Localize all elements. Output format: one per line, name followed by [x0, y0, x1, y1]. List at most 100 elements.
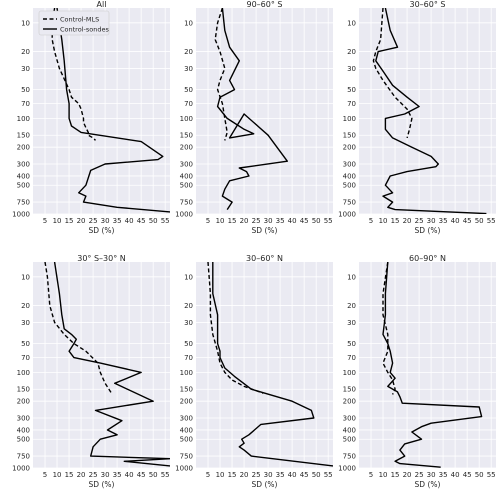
x-tick-label: 5 [206, 217, 210, 225]
y-tick-label: 200 [180, 398, 193, 406]
y-tick-label: 200 [180, 144, 193, 152]
x-tick-label: 40 [451, 217, 460, 225]
x-tick-label: 10 [53, 217, 62, 225]
y-tick-label: 50 [21, 340, 30, 348]
x-tick-label: 50 [312, 471, 321, 479]
y-tick-label: 70 [347, 354, 356, 362]
x-tick-label: 35 [113, 471, 122, 479]
series-line-mls [214, 8, 228, 141]
x-tick-label: 45 [300, 471, 309, 479]
chart-title: 30–60° S [410, 0, 446, 9]
y-tick-label: 750 [180, 199, 193, 207]
y-tick-label: 10 [347, 19, 356, 27]
series-line-mls [372, 8, 413, 139]
y-tick-label: 10 [184, 273, 193, 281]
y-tick-label: 30 [184, 65, 193, 73]
y-tick-label: 70 [21, 354, 30, 362]
x-tick-label: 35 [439, 217, 448, 225]
y-tick-label: 50 [347, 86, 356, 94]
y-tick-label: 400 [180, 172, 193, 180]
chart-title: 30° S–30° N [77, 254, 126, 263]
x-tick-label: 55 [161, 471, 170, 479]
x-tick-label: 30 [264, 217, 273, 225]
series-line-mls [382, 262, 396, 395]
plot-area [196, 262, 333, 468]
x-axis-label: SD (%) [415, 226, 441, 235]
y-tick-label: 500 [180, 182, 193, 190]
chart-title: 90–60° S [247, 0, 283, 9]
x-tick-label: 55 [487, 217, 496, 225]
y-tick-label: 500 [180, 436, 193, 444]
y-tick-label: 70 [347, 100, 356, 108]
y-tick-label: 30 [347, 65, 356, 73]
x-tick-label: 55 [324, 217, 333, 225]
series-line-sondes [212, 262, 333, 467]
y-tick-label: 50 [21, 86, 30, 94]
y-tick-label: 70 [184, 100, 193, 108]
x-tick-label: 30 [427, 471, 436, 479]
x-tick-label: 25 [89, 217, 98, 225]
y-tick-label: 100 [343, 369, 356, 377]
y-tick-label: 10 [184, 19, 193, 27]
chart-title: 60–90° N [409, 254, 446, 263]
x-tick-label: 30 [264, 471, 273, 479]
y-tick-label: 70 [184, 354, 193, 362]
series-line-sondes [382, 262, 483, 468]
y-tick-label: 70 [21, 100, 30, 108]
y-tick-label: 750 [180, 453, 193, 461]
x-tick-label: 25 [415, 217, 424, 225]
y-tick-label: 1000 [175, 211, 193, 219]
y-tick-label: 20 [347, 48, 356, 56]
series-line-mls [207, 262, 264, 394]
y-tick-label: 400 [343, 172, 356, 180]
x-tick-label: 10 [216, 217, 225, 225]
y-tick-label: 750 [343, 199, 356, 207]
y-tick-label: 1000 [12, 465, 30, 473]
x-tick-label: 15 [391, 217, 400, 225]
y-tick-label: 750 [17, 199, 30, 207]
y-tick-label: 400 [17, 172, 30, 180]
x-tick-label: 45 [300, 217, 309, 225]
x-tick-label: 25 [415, 471, 424, 479]
plot-area [33, 8, 170, 214]
x-tick-label: 50 [149, 217, 158, 225]
y-tick-label: 1000 [338, 211, 356, 219]
y-tick-label: 50 [347, 340, 356, 348]
chart-title: 30–60° N [246, 254, 283, 263]
y-tick-label: 1000 [175, 465, 193, 473]
y-tick-label: 100 [17, 369, 30, 377]
y-tick-label: 400 [343, 426, 356, 434]
y-tick-label: 150 [17, 386, 30, 394]
x-tick-label: 50 [149, 471, 158, 479]
series-line-mls [51, 8, 97, 141]
y-tick-label: 100 [180, 369, 193, 377]
x-tick-label: 25 [252, 217, 261, 225]
y-tick-label: 100 [17, 115, 30, 123]
x-tick-label: 40 [288, 471, 297, 479]
x-tick-label: 55 [161, 217, 170, 225]
y-tick-label: 20 [184, 48, 193, 56]
y-tick-label: 50 [184, 340, 193, 348]
x-tick-label: 30 [427, 217, 436, 225]
x-tick-label: 35 [276, 471, 285, 479]
y-tick-label: 200 [17, 398, 30, 406]
x-axis-label: SD (%) [252, 226, 278, 235]
x-tick-label: 15 [228, 217, 237, 225]
plot-area [196, 8, 333, 214]
x-tick-label: 25 [89, 471, 98, 479]
x-tick-label: 20 [240, 471, 249, 479]
x-tick-label: 10 [379, 471, 388, 479]
y-tick-label: 1000 [338, 465, 356, 473]
x-axis-label: SD (%) [89, 480, 115, 489]
x-tick-label: 45 [463, 471, 472, 479]
chart-panel-4: 5 10 15 20 25 30 35 40 45 50 551020305070100150200… [12, 254, 170, 489]
y-tick-label: 750 [17, 453, 30, 461]
series-line-sondes [375, 8, 487, 214]
legend-label: Control-MLS [60, 15, 99, 23]
y-tick-label: 300 [17, 161, 30, 169]
y-tick-label: 30 [21, 319, 30, 327]
y-tick-label: 10 [21, 273, 30, 281]
x-tick-label: 10 [216, 471, 225, 479]
x-tick-label: 40 [288, 217, 297, 225]
x-tick-label: 5 [206, 471, 210, 479]
